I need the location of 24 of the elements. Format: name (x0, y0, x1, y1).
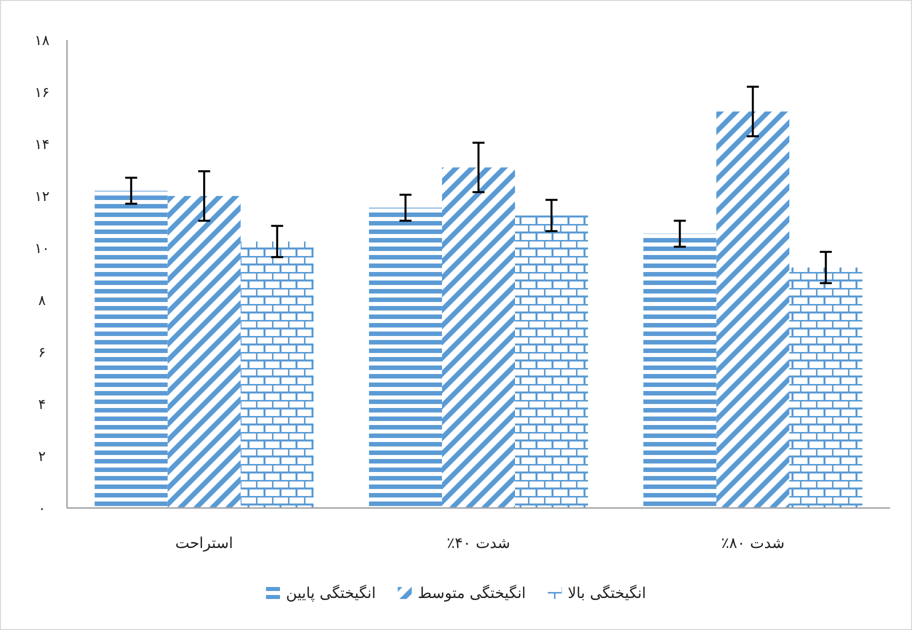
y-tick-label: ۰ (38, 501, 46, 517)
bar (716, 112, 790, 508)
bar (643, 234, 716, 508)
y-tick-label: ۱۶ (34, 85, 50, 101)
y-tick-label: ۱۴ (34, 137, 50, 153)
bar (515, 216, 588, 508)
x-tick-label: استراحت (175, 534, 234, 552)
bar (240, 242, 314, 508)
y-tick-label: ۶ (38, 345, 46, 361)
y-tick-label: ۱۸ (34, 33, 50, 49)
y-tick-label: ۲ (38, 449, 46, 465)
y-tick-label: ۱۰ (34, 241, 50, 257)
legend-label: انگیختگی متوسط (418, 584, 526, 602)
bar (369, 208, 442, 508)
legend-label: انگیختگی پایین (286, 584, 376, 602)
y-tick-label: ۴ (38, 397, 46, 413)
x-tick-label: شدت ۴۰٪ (446, 534, 510, 552)
bar (442, 167, 515, 508)
x-tick-label: شدت ۸۰٪ (721, 534, 785, 552)
bar (168, 196, 241, 508)
bar (94, 190, 168, 508)
y-tick-label: ۱۲ (34, 189, 50, 205)
y-tick-label: ۸ (38, 293, 46, 309)
legend-label: انگیختگی بالا (568, 584, 646, 602)
